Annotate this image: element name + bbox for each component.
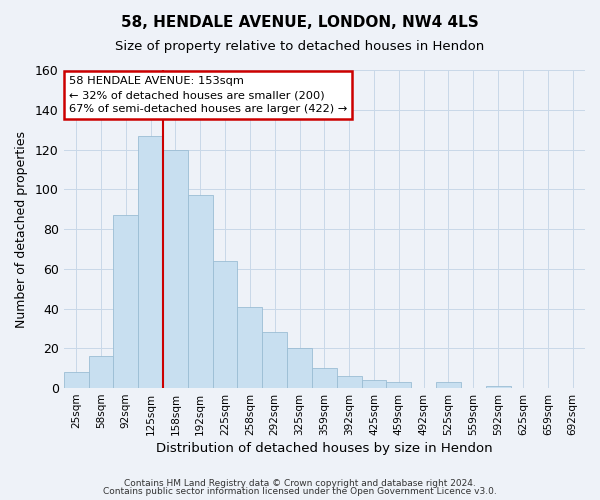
Bar [238,306,262,388]
Bar [113,215,138,388]
Y-axis label: Number of detached properties: Number of detached properties [15,130,28,328]
Text: Size of property relative to detached houses in Hendon: Size of property relative to detached ho… [115,40,485,53]
Text: 58 HENDALE AVENUE: 153sqm
← 32% of detached houses are smaller (200)
67% of semi: 58 HENDALE AVENUE: 153sqm ← 32% of detac… [69,76,347,114]
Text: Contains public sector information licensed under the Open Government Licence v3: Contains public sector information licen… [103,487,497,496]
Bar [64,372,89,388]
Bar [312,368,337,388]
Bar [362,380,386,388]
Text: Contains HM Land Registry data © Crown copyright and database right 2024.: Contains HM Land Registry data © Crown c… [124,478,476,488]
Bar [436,382,461,388]
Bar [337,376,362,388]
Bar [163,150,188,388]
Bar [262,332,287,388]
X-axis label: Distribution of detached houses by size in Hendon: Distribution of detached houses by size … [156,442,493,455]
Bar [287,348,312,388]
Bar [188,195,212,388]
Bar [138,136,163,388]
Text: 58, HENDALE AVENUE, LONDON, NW4 4LS: 58, HENDALE AVENUE, LONDON, NW4 4LS [121,15,479,30]
Bar [89,356,113,388]
Bar [386,382,411,388]
Bar [212,261,238,388]
Bar [486,386,511,388]
